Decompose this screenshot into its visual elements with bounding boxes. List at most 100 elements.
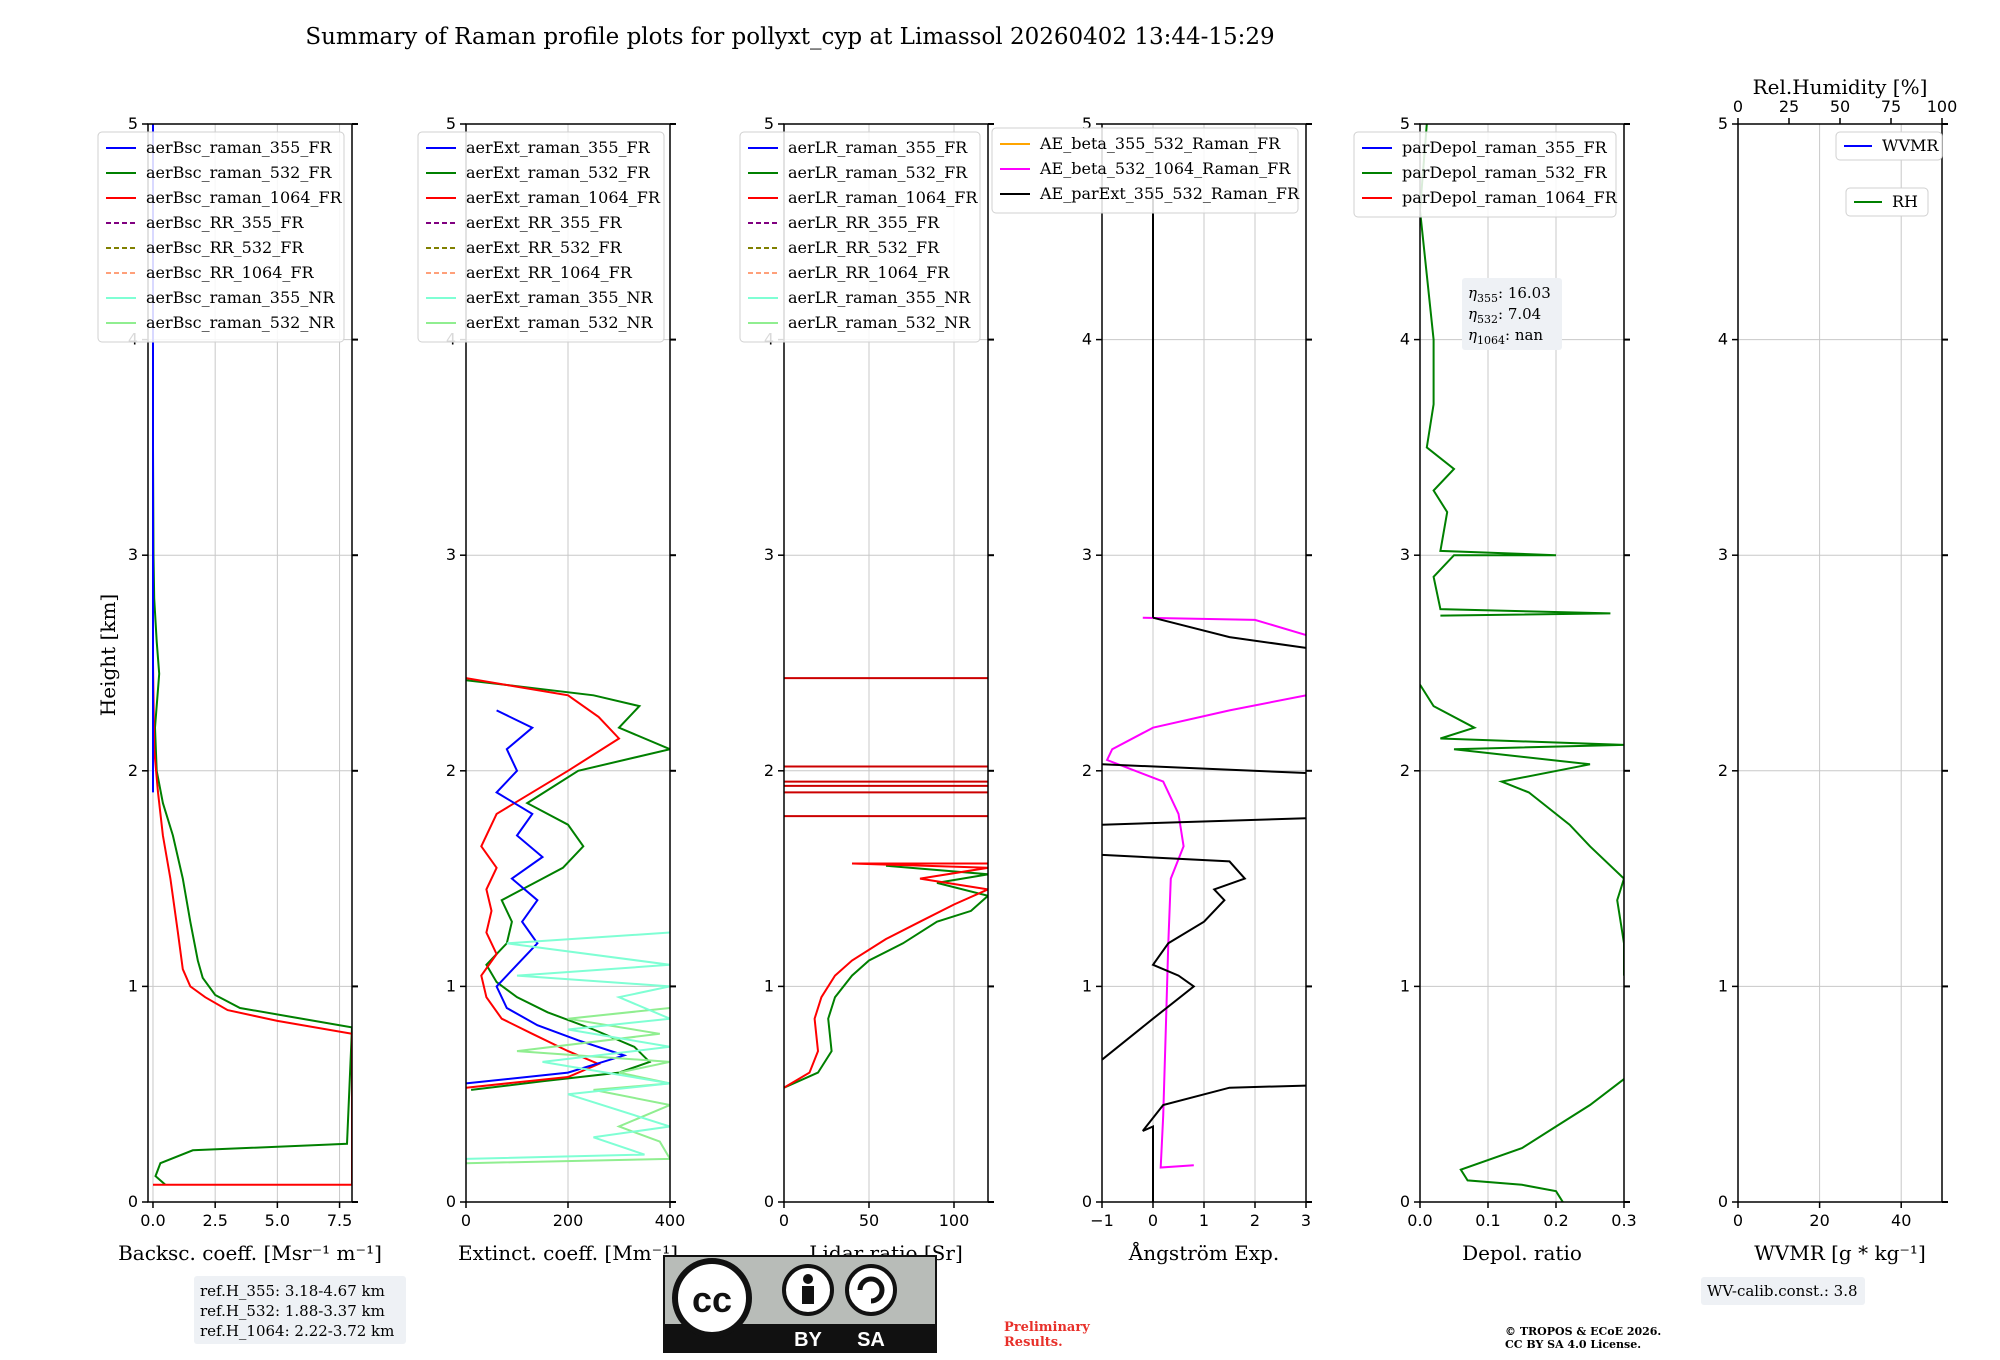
legend-label: aerExt_RR_355_FR [466, 213, 623, 232]
series-parDepol_raman_532_FR [1459, 1078, 1624, 1202]
x-tick-label: 2.5 [202, 1211, 227, 1230]
legend-label: aerBsc_RR_1064_FR [146, 263, 315, 282]
y-tick-label: 2 [764, 761, 774, 780]
legend-label: parDepol_raman_532_FR [1402, 163, 1608, 182]
top-axis-label: Rel.Humidity [%] [1753, 75, 1928, 99]
legend: aerLR_raman_355_FR aerLR_raman_532_FR aerL… [739, 131, 981, 343]
wv-calib-box: WV-calib.const.: 3.8 [1701, 1277, 1865, 1305]
y-tick-label: 2 [1718, 761, 1728, 780]
y-tick-label: 4 [1400, 330, 1410, 349]
series-parDepol_532_top [1420, 124, 1611, 617]
y-tick-label: 3 [446, 545, 456, 564]
x-tick-label: 0.3 [1611, 1211, 1636, 1230]
legend: aerExt_raman_355_FR aerExt_raman_532_FRae… [417, 131, 665, 343]
x-axis-label: Depol. ratio [1462, 1241, 1582, 1265]
x-tick-label: 2 [1250, 1211, 1260, 1230]
preliminary-line-1: Preliminary [1004, 1320, 1090, 1335]
top-tick-label: 25 [1779, 97, 1799, 116]
series-aerExt_raman_355_NR [466, 931, 670, 1160]
cc-license-badge: cc BY SA [663, 1255, 937, 1353]
eta-1064: η1064: nan [1468, 326, 1543, 347]
y-tick-label: 3 [1082, 545, 1092, 564]
x-tick-label: 0.1 [1475, 1211, 1500, 1230]
legend-label: AE_beta_532_1064_Raman_FR [1039, 159, 1291, 178]
y-tick-label: 0 [1400, 1192, 1410, 1211]
x-tick-label: 20 [1809, 1211, 1829, 1230]
series-AE_beta_532_1064_top [1142, 616, 1306, 636]
series-aerExt_raman_355_FR [466, 709, 628, 1085]
y-tick-label: 0 [1082, 1192, 1092, 1211]
wv-calib-text: WV-calib.const.: 3.8 [1707, 1282, 1858, 1300]
x-tick-label: 400 [655, 1211, 686, 1230]
y-tick-label: 1 [128, 976, 138, 995]
legend-label: aerLR_RR_1064_FR [788, 263, 950, 282]
series-aerExt_raman_532_NR [466, 1007, 670, 1165]
y-tick-label: 3 [1400, 545, 1410, 564]
legend-label: AE_beta_355_532_Raman_FR [1039, 134, 1281, 153]
legend-label: aerExt_raman_1064_FR [466, 188, 661, 207]
eta-532: η532: 7.04 [1468, 305, 1541, 326]
figure-title: Summary of Raman profile plots for polly… [305, 24, 1274, 50]
y-tick-label: 5 [446, 114, 456, 133]
copyright-line-2: CC BY SA 4.0 License. [1505, 1338, 1641, 1351]
series-parDepol_532_upper [1420, 684, 1624, 976]
axes-frame [1419, 123, 1625, 1203]
series-aerLR_raman_1064_FR [784, 862, 988, 1089]
y-tick-label: 5 [1400, 114, 1410, 133]
series-aerLR_raman_532_FR [784, 864, 988, 1089]
eta-355: η355: 16.03 [1468, 284, 1551, 305]
series-AE_parExt_355_532_Raman_FR [1142, 1084, 1306, 1202]
legend-label: aerLR_raman_532_NR [788, 313, 971, 332]
y-tick-label: 2 [128, 761, 138, 780]
x-tick-label: 100 [939, 1211, 970, 1230]
y-tick-label: 1 [1400, 976, 1410, 995]
series-AE_parExt_top3 [1152, 616, 1306, 649]
y-tick-label: 2 [1082, 761, 1092, 780]
panel-extinction: 0200400012345Extinct. coeff. [Mm⁻¹]aerEx… [417, 114, 686, 1265]
series-aerExt_raman_1064_FR [466, 677, 621, 1089]
x-axis-label: Ångström Exp. [1128, 1240, 1279, 1265]
y-tick-label: 1 [1082, 976, 1092, 995]
y-tick-label: 3 [1718, 545, 1728, 564]
legend-label: aerBsc_raman_532_FR [146, 163, 332, 182]
panel-wvmr: 0 20 40 0 1 2 3 4 5 WVMR [g * kg⁻¹] 0 25 50 75 100Rel.… [1718, 75, 1957, 1265]
x-tick-label: 50 [859, 1211, 879, 1230]
legend-label: aerLR_raman_355_NR [788, 288, 971, 307]
legend-label: aerBsc_RR_355_FR [146, 213, 304, 232]
x-axis-label: Extinct. coeff. [Mm⁻¹] [458, 1241, 678, 1265]
x-tick-label: 1 [1199, 1211, 1209, 1230]
x-tick-label: 0 [779, 1211, 789, 1230]
panel-depol: 0.0 0.1 0.2 0.3 0 1 2 3 4 5 Depol. ratio parDepol_r… [1353, 114, 1637, 1265]
x-tick-label: 0.0 [1407, 1211, 1432, 1230]
y-tick-label: 4 [1718, 330, 1728, 349]
legend-label: aerLR_RR_355_FR [788, 213, 940, 232]
ref-height-1064: ref.H_1064: 2.22-3.72 km [200, 1322, 394, 1340]
cc-text: cc [692, 1279, 732, 1320]
x-axis-label: WVMR [g * kg⁻¹] [1754, 1241, 1926, 1265]
legend-label: aerExt_raman_355_NR [466, 288, 654, 307]
top-tick-label: 100 [1927, 97, 1958, 116]
legend-label: aerExt_raman_532_FR [466, 163, 651, 182]
x-tick-label: 0.0 [140, 1211, 165, 1230]
legend: AE_beta_355_532_Raman_FR AE_beta_532_1064… [991, 127, 1300, 214]
top-tick-label: 50 [1830, 97, 1850, 116]
x-tick-label: 5.0 [265, 1211, 290, 1230]
legend: aerBsc_raman_355_FR aerBsc_raman_532_FRae… [97, 131, 345, 343]
legend-label: aerExt_raman_532_NR [466, 313, 654, 332]
top-tick-label: 0 [1733, 97, 1743, 116]
y-tick-label: 0 [128, 1192, 138, 1211]
legend-label: AE_parExt_355_532_Raman_FR [1039, 184, 1300, 203]
legend-label: aerExt_RR_532_FR [466, 238, 623, 257]
legend-wvmr: WVMR [1835, 131, 1943, 161]
x-tick-label: 200 [553, 1211, 584, 1230]
sa-label: SA [857, 1329, 885, 1351]
series-aerBsc_raman_532_FR [152, 124, 352, 1186]
y-axis-label: Height [km] [96, 594, 120, 716]
legend-label: aerLR_RR_532_FR [788, 238, 940, 257]
y-tick-label: 0 [1718, 1192, 1728, 1211]
panel-backscatter: 0.02.55.07.5012345Backsc. coeff. [Msr⁻¹ … [97, 114, 382, 1265]
legend-label: aerBsc_raman_355_FR [146, 138, 332, 157]
x-tick-label: 7.5 [327, 1211, 352, 1230]
